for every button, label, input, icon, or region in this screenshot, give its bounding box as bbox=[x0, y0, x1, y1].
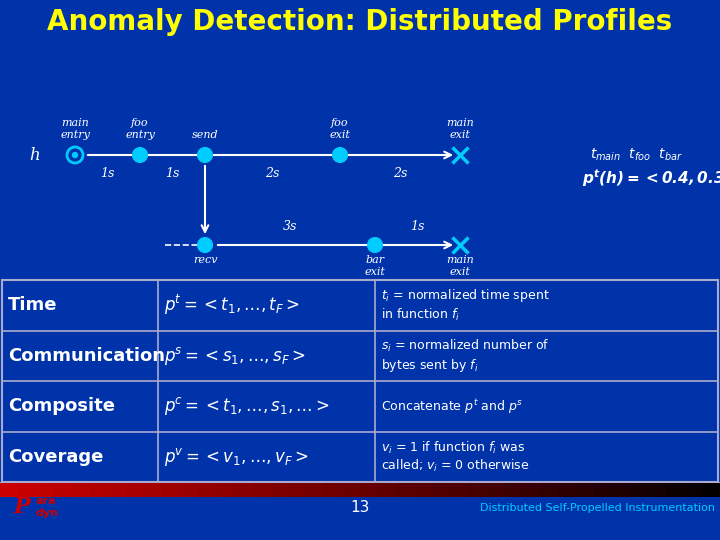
Text: $\mathbf{\mathit{p}}^t = <t_1, \ldots, t_F>$: $\mathbf{\mathit{p}}^t = <t_1, \ldots, t… bbox=[164, 293, 300, 318]
Circle shape bbox=[73, 152, 78, 158]
Bar bbox=[252, 483, 270, 497]
Bar bbox=[468, 483, 486, 497]
Bar bbox=[144, 483, 162, 497]
Text: Communication: Communication bbox=[8, 347, 165, 364]
Bar bbox=[324, 483, 342, 497]
Bar bbox=[72, 483, 90, 497]
Bar bbox=[288, 483, 306, 497]
Bar bbox=[432, 483, 450, 497]
Bar bbox=[162, 483, 180, 497]
Bar bbox=[342, 483, 360, 497]
Text: send: send bbox=[192, 130, 218, 140]
Bar bbox=[684, 483, 702, 497]
Bar bbox=[270, 483, 288, 497]
Text: main
exit: main exit bbox=[446, 255, 474, 276]
Text: 2s: 2s bbox=[265, 167, 279, 180]
Bar bbox=[90, 483, 108, 497]
Text: foo
exit: foo exit bbox=[330, 118, 351, 140]
Text: $v_i$ = 1 if function $f_i$ was
called; $v_i$ = 0 otherwise: $v_i$ = 1 if function $f_i$ was called; … bbox=[381, 440, 529, 474]
Circle shape bbox=[198, 148, 212, 162]
Bar bbox=[198, 483, 216, 497]
Text: 1s: 1s bbox=[100, 167, 114, 180]
Text: $s_i$ = normalized number of
bytes sent by $f_i$: $s_i$ = normalized number of bytes sent … bbox=[381, 338, 549, 374]
Bar bbox=[612, 483, 630, 497]
Bar bbox=[108, 483, 126, 497]
Bar bbox=[54, 483, 72, 497]
Text: ara
dyn: ara dyn bbox=[35, 496, 58, 518]
Text: Coverage: Coverage bbox=[8, 448, 104, 465]
Bar bbox=[594, 483, 612, 497]
Bar bbox=[360, 483, 378, 497]
Circle shape bbox=[67, 147, 83, 163]
Circle shape bbox=[133, 148, 147, 162]
Circle shape bbox=[333, 148, 347, 162]
Bar bbox=[576, 483, 594, 497]
Bar bbox=[306, 483, 324, 497]
Circle shape bbox=[198, 238, 212, 252]
Bar bbox=[702, 483, 720, 497]
Bar bbox=[666, 483, 684, 497]
Text: bar
exit: bar exit bbox=[364, 255, 385, 276]
Bar bbox=[450, 483, 468, 497]
Text: P: P bbox=[14, 496, 30, 518]
Text: Distributed Self-Propelled Instrumentation: Distributed Self-Propelled Instrumentati… bbox=[480, 503, 715, 513]
Bar bbox=[648, 483, 666, 497]
Text: 1s: 1s bbox=[166, 167, 180, 180]
Bar bbox=[378, 483, 396, 497]
Text: 3s: 3s bbox=[283, 220, 297, 233]
Text: Anomaly Detection: Distributed Profiles: Anomaly Detection: Distributed Profiles bbox=[48, 8, 672, 36]
Text: $t_{main}$  $t_{foo}$  $t_{bar}$: $t_{main}$ $t_{foo}$ $t_{bar}$ bbox=[590, 147, 683, 163]
Bar bbox=[180, 483, 198, 497]
Bar bbox=[558, 483, 576, 497]
Text: 1s: 1s bbox=[410, 220, 425, 233]
Text: Composite: Composite bbox=[8, 397, 115, 415]
Bar bbox=[486, 483, 504, 497]
Text: 13: 13 bbox=[351, 501, 369, 516]
Bar bbox=[0, 483, 18, 497]
Text: recv: recv bbox=[193, 255, 217, 265]
Bar bbox=[414, 483, 432, 497]
Bar bbox=[216, 483, 234, 497]
Bar bbox=[504, 483, 522, 497]
Text: main
exit: main exit bbox=[446, 118, 474, 140]
Bar bbox=[2, 280, 718, 482]
Text: main
entry: main entry bbox=[60, 118, 90, 140]
Text: Concatenate $\mathit{p}^t$ and $\mathit{p}^s$: Concatenate $\mathit{p}^t$ and $\mathit{… bbox=[381, 397, 523, 416]
Bar bbox=[630, 483, 648, 497]
Text: $\mathbf{\mathit{p}}^s = <s_1, \ldots, s_F>$: $\mathbf{\mathit{p}}^s = <s_1, \ldots, s… bbox=[164, 345, 306, 367]
Text: $\bfit{p}^t(h) = <0.4, 0.3, 0.3>$: $\bfit{p}^t(h) = <0.4, 0.3, 0.3>$ bbox=[582, 167, 720, 189]
Text: $t_i$ = normalized time spent
in function $f_i$: $t_i$ = normalized time spent in functio… bbox=[381, 287, 549, 323]
Bar bbox=[540, 483, 558, 497]
Bar bbox=[126, 483, 144, 497]
Text: Time: Time bbox=[8, 296, 58, 314]
Text: foo
entry: foo entry bbox=[125, 118, 155, 140]
Text: h: h bbox=[30, 146, 40, 164]
Text: $\mathbf{\mathit{p}}^c = <t_1,\ldots, s_1,\ldots>$: $\mathbf{\mathit{p}}^c = <t_1,\ldots, s_… bbox=[164, 395, 330, 417]
Bar bbox=[234, 483, 252, 497]
Text: Anomaly Detection: Distributed Profiles: Anomaly Detection: Distributed Profiles bbox=[48, 8, 672, 36]
Text: $\mathbf{\mathit{p}}^v = <v_1, \ldots, v_F>$: $\mathbf{\mathit{p}}^v = <v_1, \ldots, v… bbox=[164, 446, 309, 468]
Bar bbox=[18, 483, 36, 497]
Bar bbox=[36, 483, 54, 497]
Bar bbox=[522, 483, 540, 497]
Bar bbox=[396, 483, 414, 497]
Circle shape bbox=[368, 238, 382, 252]
Text: 2s: 2s bbox=[393, 167, 408, 180]
